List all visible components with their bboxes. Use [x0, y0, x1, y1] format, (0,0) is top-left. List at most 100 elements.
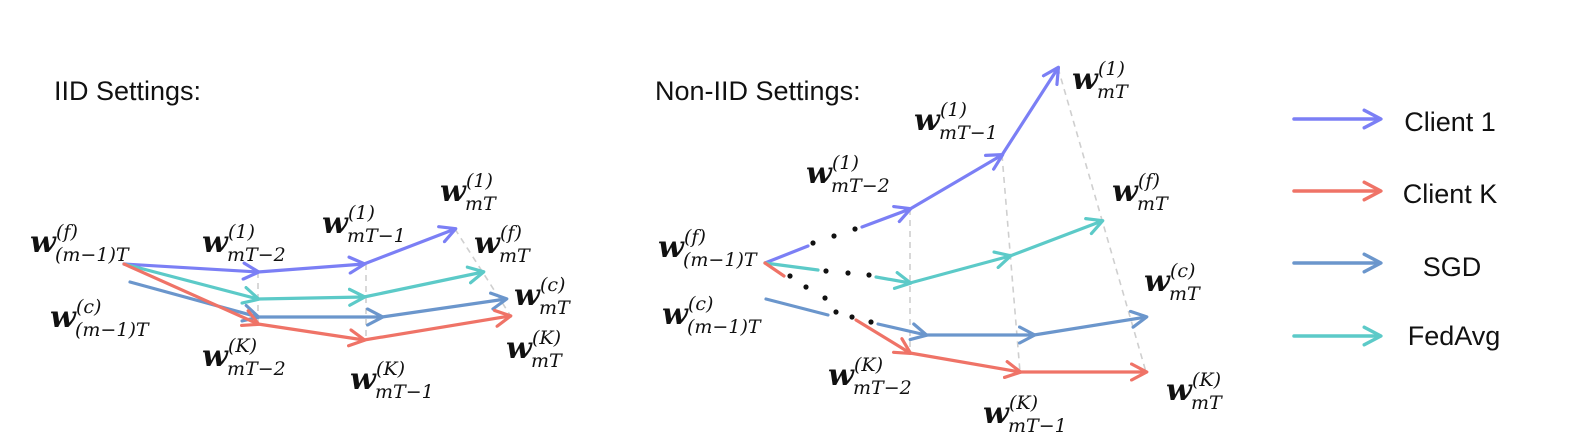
iid-fedavg-step-3: [362, 265, 486, 299]
weight-superscript: (f): [684, 226, 706, 248]
weight-symbol: w: [322, 206, 349, 241]
noniid-fedavg-step-2: [908, 250, 1013, 285]
weight-symbol: w: [1072, 62, 1099, 97]
weight-symbol: w: [828, 358, 855, 393]
weight-superscript: (1): [1098, 58, 1125, 80]
iid-sgd-step-3: [380, 291, 509, 319]
weight-symbol: w: [350, 362, 377, 397]
legend-item-sgd: SGD: [1292, 252, 1481, 282]
weight-symbol: w: [202, 339, 229, 374]
noniid-sgd-step-3: [1032, 309, 1149, 337]
weight-subscript: mT: [1137, 193, 1169, 215]
noniid-dotted-steps: [787, 226, 874, 325]
iid-sgd-step-1: [128, 280, 261, 323]
weight-subscript: mT−1: [1008, 415, 1067, 437]
noniid-label-w1-mT: w (1)mT: [1072, 58, 1129, 103]
iid-client1-step-1: [122, 261, 261, 281]
noniid-label-wc-prev: w (c)(m−1)T: [662, 293, 762, 338]
iid-fedavg-step-1: [122, 262, 261, 305]
noniid-fedavg-step-1: [874, 271, 913, 290]
iid-client1-trajectory: [122, 225, 458, 281]
weight-subscript: mT: [531, 350, 563, 372]
noniid-clientK-trajectory: [763, 261, 1149, 382]
weight-subscript: (m−1)T: [55, 244, 130, 266]
weight-symbol: w: [1112, 174, 1139, 209]
noniid-sgd-start: [764, 297, 830, 317]
iid-clientK-step-2: [256, 322, 367, 348]
weight-symbol: w: [506, 331, 533, 366]
legend-item-fedavg: FedAvg: [1292, 321, 1500, 351]
iid-label-wc-prev: w (c)(m−1)T: [50, 296, 150, 341]
weight-superscript: (1): [348, 202, 375, 224]
legend-clientK-label: Client K: [1403, 179, 1498, 209]
weight-symbol: w: [658, 230, 685, 265]
noniid-client1-start: [763, 244, 810, 265]
noniid-client1-step-2: [908, 152, 1005, 211]
weight-subscript: (m−1)T: [75, 319, 150, 341]
iid-fedavg-trajectory: [122, 262, 486, 307]
weight-symbol: w: [1144, 264, 1171, 299]
iid-label-wK-mT-1: w (K)mT−1: [350, 358, 434, 403]
weight-superscript: (1): [228, 221, 255, 243]
iid-label-wK-mT-2: w (K)mT−2: [202, 335, 286, 380]
weight-subscript: mT: [1169, 283, 1201, 305]
noniid-dot: [787, 273, 793, 279]
weight-superscript: (f): [500, 222, 522, 244]
noniid-dot: [803, 284, 809, 290]
weight-superscript: (1): [940, 99, 967, 121]
noniid-dot: [866, 272, 872, 278]
iid-sgd-trajectory: [128, 280, 509, 327]
weight-superscript: (c): [1170, 260, 1195, 282]
weight-subscript: mT: [539, 297, 571, 319]
iid-label-wf-mT: w (f)mT: [474, 222, 531, 267]
weight-superscript: (K): [376, 358, 405, 380]
noniid-clientK-step-1: [854, 318, 913, 356]
weight-superscript: (K): [1192, 369, 1221, 391]
weight-subscript: mT−1: [939, 122, 998, 144]
noniid-sgd-trajectory: [764, 297, 1149, 345]
noniid-fedavg-start: [763, 261, 820, 272]
weight-symbol: w: [983, 396, 1010, 431]
iid-fedavg-step-2: [256, 287, 367, 307]
iid-panel: IID Settings:: [30, 76, 571, 403]
noniid-clientK-step-2: [908, 351, 1023, 380]
weight-superscript: (c): [688, 293, 713, 315]
noniid-dot: [845, 270, 851, 276]
iid-client1-step-3: [362, 225, 458, 266]
iid-label-wf-prev: w (f)(m−1)T: [30, 221, 130, 266]
noniid-client1-step-3: [1000, 65, 1061, 157]
weight-symbol: w: [30, 225, 57, 260]
iid-title: IID Settings:: [54, 76, 201, 106]
weight-superscript: (1): [466, 170, 493, 192]
weight-subscript: mT−2: [227, 358, 286, 380]
noniid-dot: [833, 309, 839, 315]
weight-superscript: (K): [532, 327, 561, 349]
iid-label-w1-mT-2: w (1)mT−2: [202, 221, 286, 266]
noniid-dot: [852, 226, 858, 232]
weight-subscript: mT: [1097, 81, 1129, 103]
weight-subscript: mT−1: [347, 225, 406, 247]
weight-symbol: w: [474, 226, 501, 261]
noniid-fedavg-trajectory: [763, 217, 1105, 290]
noniid-panel: Non-IID Settings:: [655, 58, 1223, 437]
weight-subscript: mT: [499, 245, 531, 267]
weight-subscript: mT−2: [831, 175, 890, 197]
iid-label-wc-mT: w (c)mT: [514, 274, 571, 319]
noniid-label-wK-mT-2: w (K)mT−2: [828, 354, 912, 399]
iid-label-wK-mT: w (K)mT: [506, 327, 563, 372]
legend-item-client1: Client 1: [1292, 107, 1496, 137]
weight-superscript: (1): [832, 152, 859, 174]
iid-label-w1-mT: w (1)mT: [440, 170, 497, 215]
iid-labels: w (f)(m−1)T w (c)(m−1)T w (1)mT−2 w (K)mT−2 …: [30, 170, 571, 403]
weight-subscript: mT: [1191, 392, 1223, 414]
noniid-dot: [810, 240, 816, 246]
weight-superscript: (K): [228, 335, 257, 357]
weight-superscript: (f): [1138, 170, 1160, 192]
noniid-label-wf-prev: w (f)(m−1)T: [658, 226, 758, 271]
legend: Client 1 Client K SGD FedAvg: [1292, 107, 1500, 351]
legend-client1-label: Client 1: [1404, 107, 1496, 137]
weight-superscript: (c): [540, 274, 565, 296]
noniid-client1-trajectory: [763, 65, 1061, 265]
iid-clientK-step-1: [122, 262, 261, 328]
